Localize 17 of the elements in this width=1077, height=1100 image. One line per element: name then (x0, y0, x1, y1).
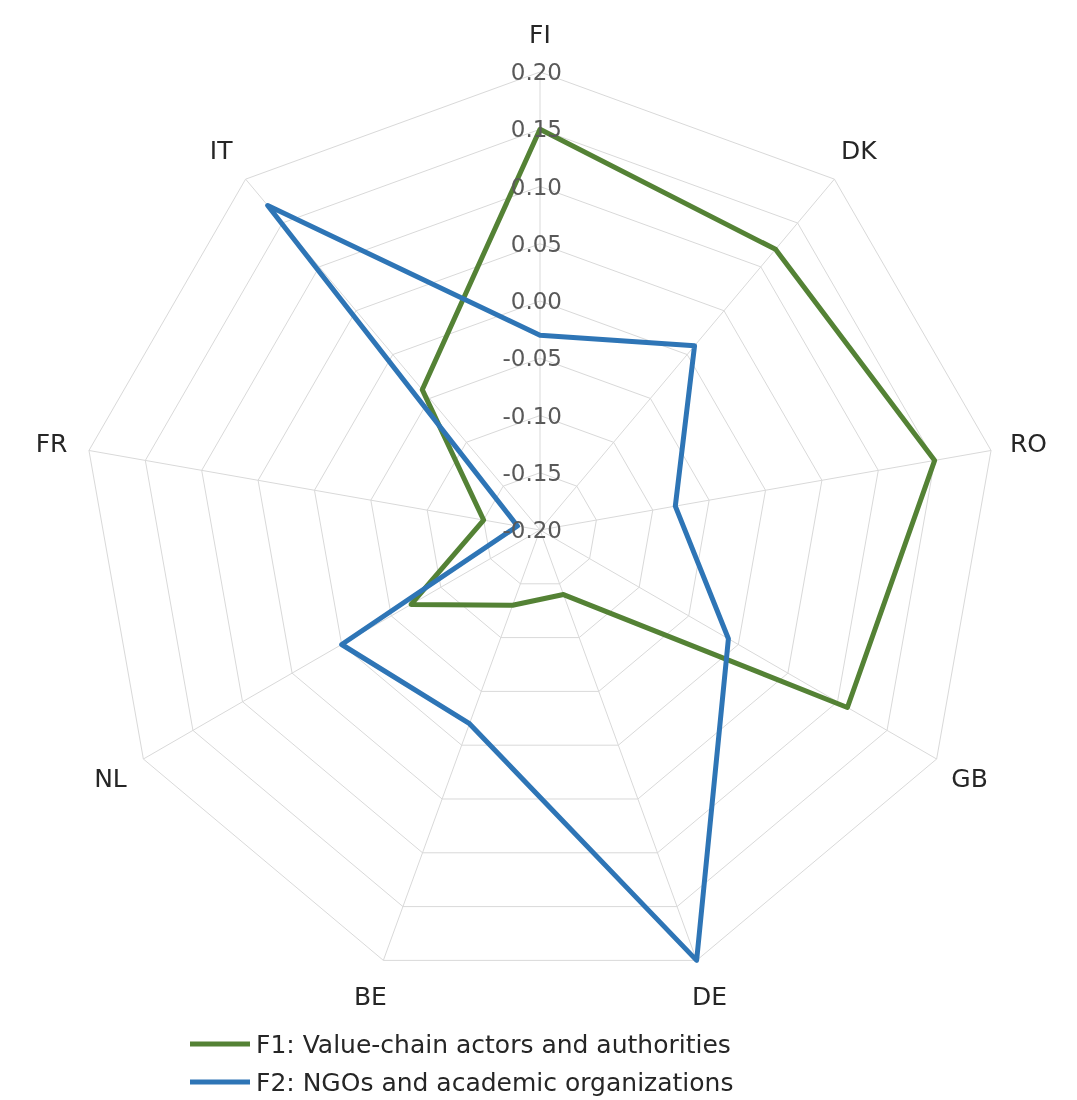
spoke-label: BE (353, 981, 387, 1011)
y-tick-label: 0.05 (510, 230, 562, 257)
spoke-label: NL (94, 763, 127, 793)
spoke-label: DE (692, 981, 728, 1011)
spoke-label: DK (840, 135, 878, 165)
spoke-label: GB (951, 763, 988, 793)
spoke-label: FR (35, 429, 68, 459)
spoke-label: IT (209, 135, 234, 165)
y-tick-label: 0.00 (510, 288, 562, 314)
spoke-label: FI (529, 19, 551, 49)
y-tick-label: -0.05 (502, 345, 562, 372)
legend-label: F1: Value-chain actors and authorities (256, 1029, 731, 1059)
legend-label: F2: NGOs and academic organizations (256, 1067, 734, 1097)
spoke-label: RO (1009, 429, 1047, 459)
y-tick-label: 0.20 (510, 59, 562, 85)
y-tick-label: -0.15 (502, 459, 562, 486)
y-tick-label: -0.10 (502, 402, 562, 429)
